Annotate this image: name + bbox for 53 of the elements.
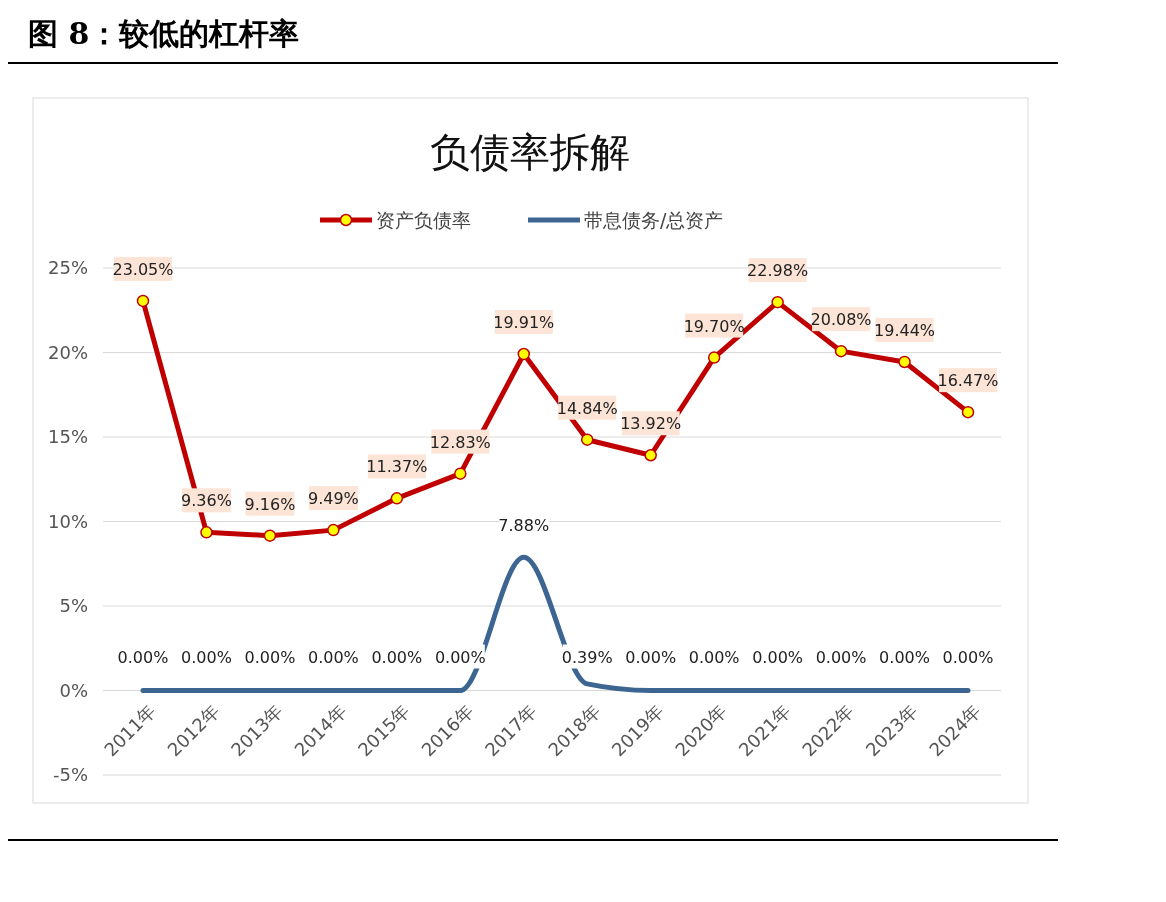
point: [454, 467, 467, 480]
point: [834, 344, 848, 358]
data-label: 0.00%: [625, 647, 677, 667]
point: [136, 294, 150, 308]
data-label: 0.00%: [815, 647, 867, 667]
data-label: 12.83%: [429, 432, 491, 452]
chart-subtitle: 负债率拆解: [430, 129, 630, 175]
data-label: 0.00%: [688, 647, 740, 667]
data-label: 23.05%: [112, 259, 174, 279]
y-tick-label: 25%: [47, 257, 88, 278]
point: [771, 295, 784, 309]
point: [898, 355, 911, 369]
y-tick-label: 20%: [47, 341, 88, 363]
y-tick-label: 10%: [47, 510, 88, 532]
y-tick-label: -5%: [52, 764, 88, 785]
point: [517, 347, 531, 361]
data-label: 0.00%: [942, 647, 994, 667]
data-label: 0.00%: [117, 647, 169, 667]
point: [263, 529, 277, 542]
data-label: 0.00%: [371, 647, 423, 667]
data-label: 11.37%: [366, 457, 428, 477]
y-tick-label: 0%: [59, 679, 88, 701]
point: [390, 492, 404, 505]
data-label: 9.49%: [307, 489, 359, 509]
point: [580, 433, 594, 446]
data-label: 0.00%: [752, 647, 804, 667]
data-label: 19.91%: [493, 313, 555, 333]
data-label: 0.00%: [244, 647, 296, 667]
y-tick-label: 15%: [47, 426, 88, 447]
data-label: 13.92%: [620, 414, 682, 434]
data-label: 14.84%: [556, 398, 618, 418]
legend-label: 资产负债率: [376, 209, 471, 231]
data-label: 0.39%: [561, 647, 613, 667]
point: [707, 351, 721, 364]
point: [327, 523, 340, 537]
data-label: 7.88%: [498, 516, 550, 536]
data-label: 16.47%: [937, 371, 999, 391]
y-tick-label: 5%: [59, 595, 88, 616]
data-label: 0.00%: [181, 647, 232, 667]
legend-label: 带息债务/总资产: [584, 209, 724, 231]
point: [200, 526, 213, 539]
data-label: 19.70%: [683, 316, 745, 336]
data-label: 0.00%: [434, 647, 486, 667]
data-label: 9.16%: [244, 494, 296, 514]
point: [644, 449, 657, 462]
point: [961, 405, 975, 419]
data-label: 22.98%: [747, 261, 809, 281]
data-label: 0.00%: [307, 647, 359, 667]
chart-title: 图 8：较低的杠杆率: [28, 16, 300, 51]
data-label: 19.44%: [874, 320, 936, 340]
data-label: 20.08%: [810, 310, 872, 330]
data-label: 9.36%: [181, 491, 232, 511]
data-label: 0.00%: [879, 647, 930, 667]
